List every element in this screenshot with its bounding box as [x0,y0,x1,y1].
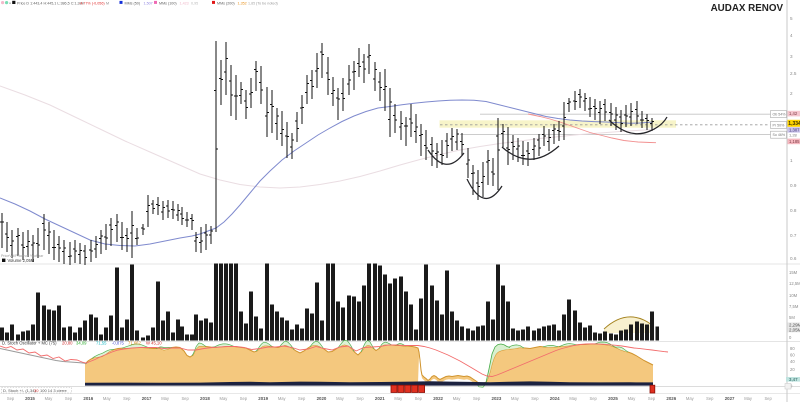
svg-text:2015: 2015 [25,396,35,401]
svg-text:5: 5 [790,16,793,21]
svg-text:Sep: Sep [706,396,714,401]
svg-text:2,05M: 2,05M [789,327,800,332]
svg-text:0.6: 0.6 [790,256,797,261]
svg-text:Sep: Sep [7,396,15,401]
svg-text:-4,77% (-0,056): -4,77% (-0,056) [79,1,105,5]
svg-text:AUDAX RENOV: AUDAX RENOV [711,3,784,14]
svg-text:1,28: 1,28 [789,132,798,137]
svg-text:0.8: 0.8 [790,208,797,213]
svg-text:MMs (200): MMs (200) [217,1,235,5]
svg-text:W 45,10: W 45,10 [146,341,162,346]
svg-text:May: May [220,396,229,401]
svg-text:2027: 2027 [725,396,735,401]
svg-text:0: 0 [790,383,793,388]
svg-text:Pr 50%: Pr 50% [773,123,786,127]
svg-text:Volume 2,05M: Volume 2,05M [8,258,35,263]
svg-text:1: 1 [790,158,793,163]
svg-text:May: May [45,396,54,401]
svg-text:5M: 5M [789,315,795,320]
svg-text:Sep: Sep [531,396,539,401]
svg-text:0.9: 0.9 [790,183,797,188]
svg-text:MMs (100): MMs (100) [159,1,177,5]
svg-text:2,29M: 2,29M [789,322,800,327]
svg-text:20: 20 [790,367,795,372]
svg-text:2024: 2024 [550,396,560,401]
svg-text:May: May [453,396,462,401]
svg-text:May: May [744,396,753,401]
svg-text:0,95: 0,95 [191,1,198,5]
svg-text:2016: 2016 [83,396,93,401]
svg-text:Sep: Sep [298,396,306,401]
svg-text:71,55: 71,55 [96,341,107,346]
svg-text:Sep: Sep [123,396,131,401]
svg-text:1,423: 1,423 [180,1,189,5]
svg-text:May: May [278,396,287,401]
svg-text:40: 40 [790,359,795,364]
svg-text:80: 80 [790,346,795,351]
svg-text:3: 3 [790,54,793,59]
svg-text:3,47: 3,47 [789,377,798,382]
svg-text:Sep: Sep [240,396,248,401]
svg-text:May: May [569,396,578,401]
svg-text:May: May [336,396,345,401]
svg-text:Sep: Sep [356,396,364,401]
svg-text:Sep: Sep [648,396,656,401]
svg-text:Sep: Sep [415,396,423,401]
svg-text:Sep: Sep [590,396,598,401]
svg-text:2026: 2026 [666,396,676,401]
svg-text:May: May [103,396,112,401]
svg-text:1,307: 1,307 [789,127,800,132]
svg-text:May: May [394,396,403,401]
svg-text:2023: 2023 [492,396,502,401]
svg-text:2025: 2025 [608,396,618,401]
svg-text:1,507: 1,507 [144,1,153,5]
svg-text:M: M [106,1,109,5]
svg-text:Price D 1:443,4 H:445,1 L:386,: Price D 1:443,4 H:445,1 L:386,5 C:1,334 [17,1,84,5]
svg-text:2018: 2018 [200,396,210,401]
svg-text:2: 2 [790,91,793,96]
svg-text:Sep: Sep [65,396,73,401]
svg-text:10M: 10M [789,293,798,298]
svg-text:2020: 2020 [317,396,327,401]
svg-text:2022: 2022 [433,396,443,401]
svg-text:D. Stoch +/- (1,34): D. Stoch +/- (1,34) [3,388,36,393]
svg-text:PriceVol/Price vol % of bar: PriceVol/Price vol % of bar [1,254,44,258]
svg-text:1,352: 1,352 [238,1,247,5]
svg-text:2021: 2021 [375,396,385,401]
svg-text:MMs (50): MMs (50) [125,1,141,5]
svg-text:Sep: Sep [181,396,189,401]
svg-text:4: 4 [790,33,793,38]
svg-text:1,185: 1,185 [789,139,800,144]
svg-text:Sep: Sep [473,396,481,401]
svg-text:0.7: 0.7 [790,233,797,238]
svg-text:So 46%: So 46% [773,133,786,137]
svg-text:(To be noted): (To be noted) [256,1,278,5]
svg-text:1,85: 1,85 [248,1,255,5]
svg-text:30: 30 [34,388,39,393]
svg-text:60: 60 [790,352,795,357]
svg-text:20,80: 20,80 [62,341,73,346]
svg-text:May: May [628,396,637,401]
svg-text:7,5M: 7,5M [789,304,799,309]
svg-text:1,42: 1,42 [789,111,798,116]
svg-text:0: 0 [789,335,792,340]
svg-text:Ob 54%: Ob 54% [773,113,787,117]
svg-text:15M: 15M [789,270,798,275]
svg-text:1,334: 1,334 [788,121,800,127]
svg-text:May: May [686,396,695,401]
svg-text:Sep: Sep [764,396,772,401]
svg-text:71,662: 71,662 [128,341,141,346]
svg-text:100 14 3 cierre: 100 14 3 cierre [40,388,67,393]
svg-text:34,09: 34,09 [76,341,87,346]
svg-text:May: May [511,396,520,401]
svg-text:2017: 2017 [142,396,152,401]
svg-text:12,5M: 12,5M [789,281,800,286]
svg-text:2019: 2019 [258,396,268,401]
svg-text:-0,875: -0,875 [112,341,125,346]
svg-text:2.5: 2.5 [790,71,797,76]
svg-text:≡: ≡ [9,1,11,5]
svg-text:D. Stoch Oscillator + MC (75): D. Stoch Oscillator + MC (75) [2,341,57,346]
svg-text:May: May [161,396,170,401]
